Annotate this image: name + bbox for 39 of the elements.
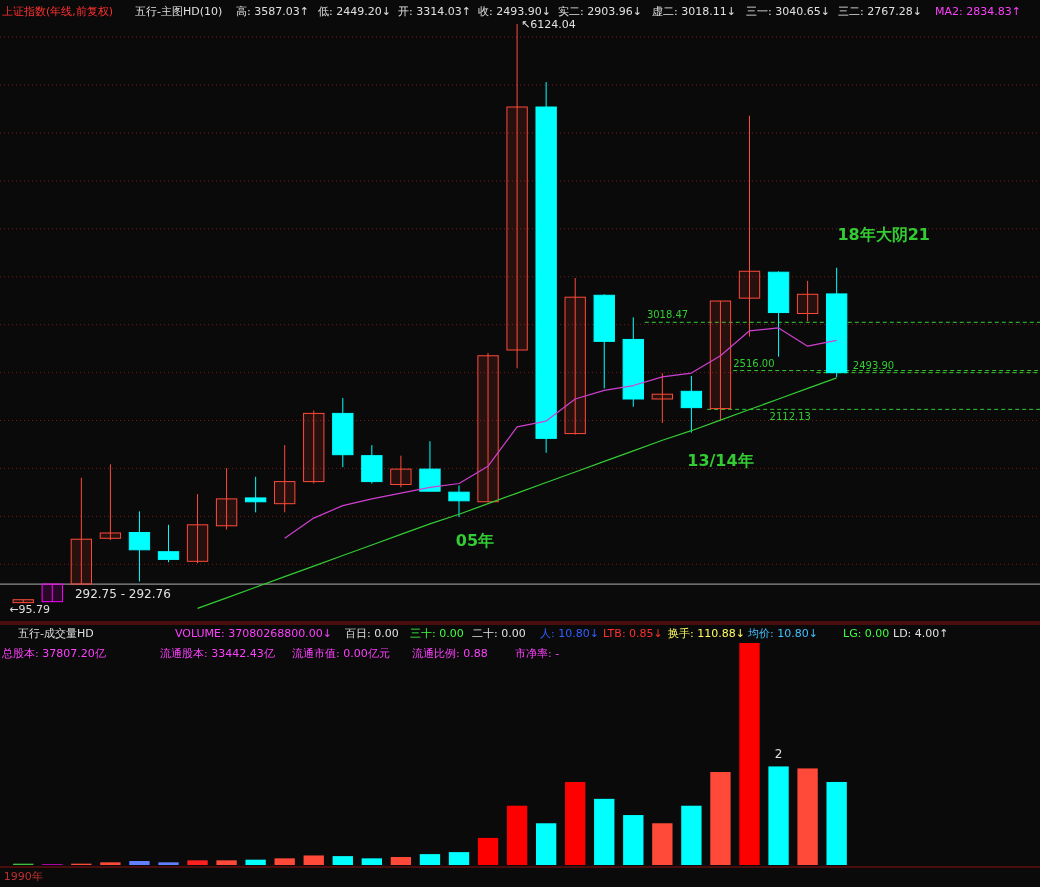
annotation: 2: [774, 747, 783, 761]
header: LD: 4.00↑: [893, 627, 949, 640]
annotation: 05年: [455, 531, 495, 550]
header: 换手: 110.88↓: [668, 627, 745, 640]
header: 人: 10.80↓: [540, 627, 599, 640]
title: 上证指数(年线,前复权): [2, 5, 114, 18]
subtitle: 五行-主图HD(10): [135, 5, 223, 18]
annotation: 13/14年: [687, 451, 754, 470]
ref-label: 2516.00: [733, 357, 775, 369]
header: 百日: 0.00: [345, 627, 399, 640]
annotation: 18年大阴21: [837, 225, 930, 244]
header: 收: 2493.90↓: [478, 5, 551, 18]
header: 二十: 0.00: [472, 627, 526, 640]
header: 流通股本: 33442.43亿: [160, 647, 275, 660]
ref-label: 292.75 - 292.76: [74, 587, 171, 602]
annotation: 1990年: [3, 870, 43, 883]
header: 三一: 3040.65↓: [746, 5, 830, 18]
ref-label: 2112.13: [769, 411, 811, 423]
ref-label: 2493.90: [852, 359, 895, 371]
header: 实二: 2903.96↓: [558, 5, 642, 18]
header: 市净率: -: [515, 647, 560, 660]
header: 三二: 2767.28↓: [838, 5, 922, 18]
header: 总股本: 37807.20亿: [2, 647, 106, 660]
annotation: ↖6124.04: [521, 18, 576, 31]
header: 高: 3587.03↑: [236, 5, 309, 18]
header: MA2: 2834.83↑: [935, 5, 1021, 18]
ref-label: 3018.47: [646, 309, 689, 321]
annotation: ←95.79: [9, 603, 50, 616]
header: 流通市值: 0.00亿元: [292, 647, 390, 660]
header: 三十: 0.00: [410, 627, 464, 640]
header: VOLUME: 37080268800.00↓: [175, 627, 332, 640]
header: 流通比例: 0.88: [412, 647, 488, 660]
header: 低: 2449.20↓: [318, 5, 391, 18]
title: 五行-成交量HD: [18, 627, 94, 640]
header: LTB: 0.85↓: [603, 627, 663, 640]
header: 开: 3314.03↑: [398, 5, 471, 18]
header: 均价: 10.80↓: [748, 627, 818, 640]
header: LG: 0.00: [843, 627, 890, 640]
header: 虚二: 3018.11↓: [652, 5, 736, 18]
